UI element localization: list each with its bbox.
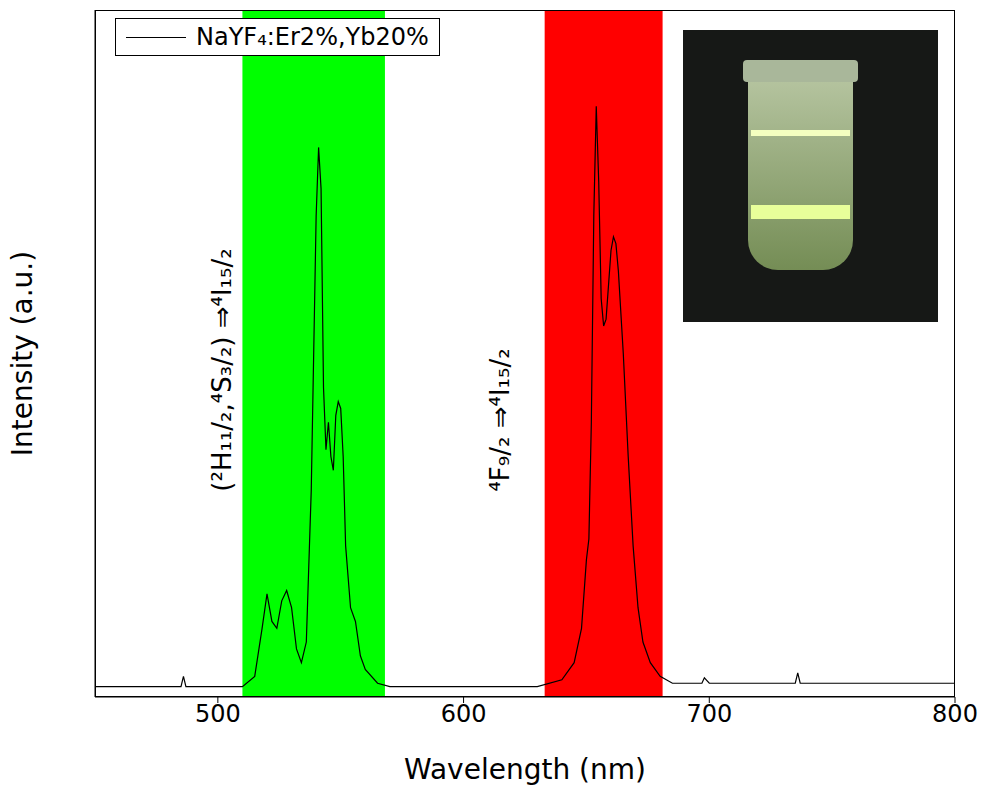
html-text:(²H₁₁/₂,⁴S₃/₂) ⇒⁴I₁₅/₂: (²H₁₁/₂,⁴S₃/₂) ⇒⁴I₁₅/₂ [207, 248, 237, 492]
svg-text:Wavelength (nm): Wavelength (nm) [404, 753, 646, 786]
html-text:NaYF₄:Er2%,Yb20%: NaYF₄:Er2%,Yb20% [196, 23, 429, 51]
svg-text:500: 500 [195, 700, 241, 728]
html-text:⁴F₉/₂ ⇒⁴I₁₅/₂: ⁴F₉/₂ ⇒⁴I₁₅/₂ [485, 348, 515, 492]
svg-text:Intensity (a.u.): Intensity (a.u.) [6, 251, 39, 456]
svg-text:600: 600 [441, 700, 487, 728]
svg-text:700: 700 [686, 700, 732, 728]
svg-text:800: 800 [932, 700, 978, 728]
